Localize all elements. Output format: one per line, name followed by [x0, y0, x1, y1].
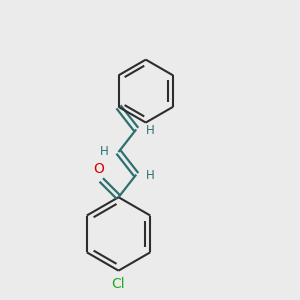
Text: Cl: Cl [112, 277, 125, 291]
Text: H: H [100, 145, 109, 158]
Text: O: O [93, 162, 104, 176]
Text: H: H [146, 169, 154, 182]
Text: H: H [146, 124, 154, 136]
